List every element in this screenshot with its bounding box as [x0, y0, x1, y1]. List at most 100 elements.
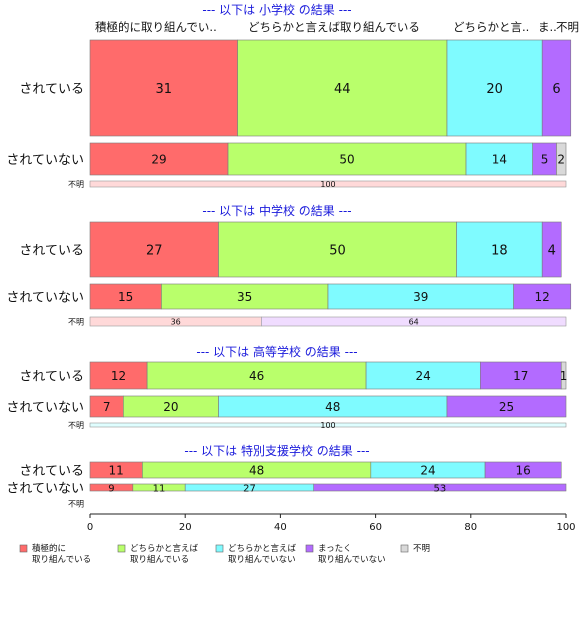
- header-category-label: 不明: [556, 20, 579, 34]
- data-label: 11: [109, 464, 124, 478]
- row-label: 不明: [68, 318, 84, 327]
- data-label: 27: [243, 483, 256, 494]
- data-label: 11: [153, 483, 166, 494]
- row-label: 不明: [68, 180, 84, 189]
- data-label: 12: [535, 290, 550, 304]
- header-category-label: ま..: [538, 20, 557, 34]
- legend-label: 積極的に取り組んでいる: [32, 543, 91, 565]
- bar-segment: [227, 142, 467, 176]
- data-label: 35: [237, 290, 252, 304]
- legend-label: どちらかと言えば取り組んでいる: [130, 543, 199, 565]
- data-label: 29: [151, 153, 166, 167]
- data-label: 36: [171, 318, 181, 327]
- data-label: 39: [413, 290, 428, 304]
- bar-segment: [560, 361, 567, 390]
- data-label: 18: [491, 243, 508, 258]
- legend-swatch: [19, 544, 28, 553]
- x-tick-label: 60: [369, 522, 382, 533]
- header-category-label: どちらかと言えば取り組んでいる: [248, 20, 420, 34]
- bar-segment: [456, 221, 543, 278]
- legend-swatch: [215, 544, 224, 553]
- data-label: 53: [433, 483, 446, 494]
- row-label: されていない: [6, 153, 84, 168]
- bar-segment: [161, 283, 329, 310]
- bar-segment: [146, 361, 367, 390]
- legend-label: まったく取り組んでいない: [318, 544, 386, 565]
- bar-segment: [261, 316, 567, 327]
- data-label: 24: [420, 464, 435, 478]
- data-label: 48: [249, 464, 264, 478]
- data-label: 2: [557, 153, 565, 167]
- row-label: 不明: [68, 500, 84, 509]
- data-label: 20: [163, 400, 178, 414]
- data-label: 46: [249, 369, 264, 383]
- row-label: されていない: [6, 291, 84, 306]
- data-label: 44: [334, 82, 351, 97]
- data-label: 16: [516, 464, 531, 478]
- x-tick-label: 80: [464, 522, 477, 533]
- data-label: 50: [339, 153, 354, 167]
- data-label: 24: [416, 369, 431, 383]
- data-label: 1: [560, 369, 568, 383]
- data-label: 25: [499, 400, 514, 414]
- bar-segment: [480, 361, 562, 390]
- bar-segment: [484, 461, 562, 479]
- bar-segment: [556, 142, 567, 176]
- x-tick-label: 20: [179, 522, 192, 533]
- data-label: 27: [146, 243, 163, 258]
- x-tick-label: 100: [556, 522, 575, 533]
- header-category-label: 積極的に取り組んでい..: [95, 20, 217, 34]
- bar-segment: [237, 39, 448, 137]
- row-label: 不明: [68, 421, 84, 430]
- data-label: 4: [548, 243, 556, 258]
- x-tick-label: 40: [274, 522, 287, 533]
- panel-title: --- 以下は 高等学校 の結果 ---: [196, 344, 357, 359]
- row-label: されている: [19, 464, 84, 479]
- bar-segment: [218, 221, 457, 278]
- data-label: 31: [156, 82, 173, 97]
- legend-label: 不明: [413, 544, 430, 554]
- data-label: 9: [108, 483, 114, 494]
- row-label: されていない: [6, 482, 84, 497]
- bar-segment: [313, 483, 567, 492]
- bar-segment: [446, 395, 567, 418]
- legend-swatch: [305, 544, 314, 553]
- row-label: されていない: [6, 401, 84, 416]
- data-label: 48: [325, 400, 340, 414]
- data-label: 6: [552, 82, 560, 97]
- bar-segment: [89, 422, 567, 428]
- legend-swatch: [117, 544, 126, 553]
- legend-label: どちらかと言えば取り組んでいない: [228, 543, 297, 565]
- bar-segment: [465, 142, 533, 176]
- data-label: 17: [513, 369, 528, 383]
- bar-segment: [89, 180, 567, 188]
- bar-segment: [365, 361, 481, 390]
- legend-swatch: [400, 544, 409, 553]
- data-label: 12: [111, 369, 126, 383]
- panel-title: --- 以下は 中学校 の結果 ---: [202, 203, 351, 218]
- x-tick-label: 0: [87, 522, 93, 533]
- data-label: 14: [492, 153, 507, 167]
- bar-segment: [541, 39, 572, 137]
- header-category-label: どちらかと言..: [453, 20, 529, 34]
- row-label: されている: [19, 244, 84, 259]
- data-label: 64: [409, 318, 419, 327]
- row-label: されている: [19, 370, 84, 385]
- data-label: 50: [329, 243, 346, 258]
- data-label: 15: [118, 290, 133, 304]
- data-label: 100: [320, 180, 335, 189]
- panel-title: --- 以下は 特別支援学校 の結果 ---: [184, 443, 369, 458]
- bar-segment: [89, 39, 238, 137]
- panel-title: --- 以下は 小学校 の結果 ---: [202, 2, 351, 17]
- data-label: 20: [486, 82, 503, 97]
- bar-segment: [446, 39, 543, 137]
- bar-segment: [513, 283, 572, 310]
- row-label: されている: [19, 82, 84, 97]
- data-label: 100: [320, 421, 335, 430]
- bar-segment: [89, 142, 229, 176]
- bar-segment: [541, 221, 562, 278]
- data-label: 5: [541, 153, 549, 167]
- data-label: 7: [103, 400, 111, 414]
- bar-segment: [89, 221, 219, 278]
